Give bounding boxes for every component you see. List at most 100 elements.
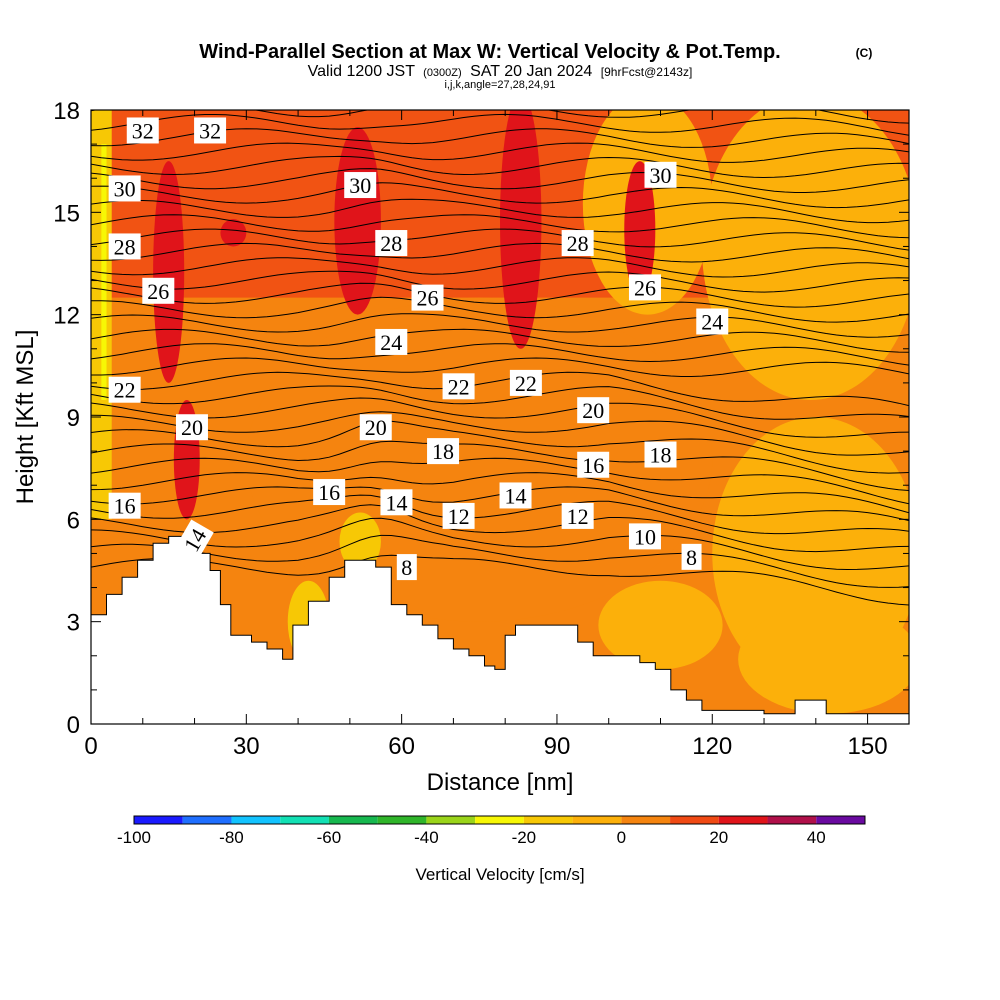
theta-contour-label-text: 30 — [349, 173, 371, 198]
theta-contour-line — [91, 296, 909, 323]
theta-contour-line — [91, 228, 909, 251]
theta-contour-label-text: 22 — [448, 374, 470, 399]
theta-contour-line — [91, 242, 909, 263]
theta-contour-label-text: 12 — [567, 504, 589, 529]
theta-contour-line — [91, 313, 909, 338]
theta-contour-line — [91, 494, 909, 535]
theta-contour-label: 26 — [628, 274, 661, 301]
downdraft-pocket — [339, 512, 381, 571]
theta-contour-line — [91, 328, 909, 353]
theta-contour-label-text: 10 — [634, 524, 656, 549]
weak-lift-region — [598, 580, 723, 670]
theta-contour-label-text: 16 — [114, 494, 136, 519]
theta-contour-line — [91, 371, 909, 407]
theta-contour-label: 26 — [142, 277, 175, 304]
theta-contour-line — [91, 128, 909, 148]
theta-contour-label-text: 28 — [114, 234, 136, 259]
colorbar-swatch — [328, 816, 378, 824]
theta-contour-line — [91, 357, 909, 377]
theta-contour-label-text: 28 — [380, 231, 402, 256]
theta-contour-label: 20 — [175, 414, 208, 441]
subtitle-valid: Valid 1200 JST — [308, 63, 416, 80]
x-tick-label: 60 — [388, 733, 415, 760]
theta-contour-line — [91, 282, 909, 308]
theta-contour-line — [91, 420, 909, 474]
colorbar-swatch — [231, 816, 281, 824]
colorbar-tick-label: 40 — [807, 828, 826, 847]
updraft-core — [153, 161, 185, 383]
theta-contour-label: 22 — [509, 369, 542, 396]
x-tick-label: 30 — [233, 733, 260, 760]
theta-contour-label-text: 28 — [567, 231, 589, 256]
theta-contour-label: 10 — [628, 523, 661, 550]
x-axis-label: Distance [nm] — [427, 769, 574, 796]
colorbar-swatch — [182, 816, 232, 824]
theta-contour-line — [91, 100, 909, 108]
theta-contour-label: 30 — [344, 172, 377, 199]
x-tick-label: 0 — [84, 733, 97, 760]
y-tick-label: 0 — [67, 712, 80, 739]
theta-contour-line — [91, 397, 909, 438]
theta-contour-label: 16 — [313, 479, 346, 506]
theta-contour-label: 22 — [108, 376, 141, 403]
theta-contour-label-text: 18 — [432, 439, 454, 464]
theta-contour-label-text: 26 — [417, 286, 439, 311]
theta-contour-label-text: 32 — [132, 118, 154, 143]
downdraft-edge — [101, 144, 107, 400]
colorbar-tick-label: 20 — [709, 828, 728, 847]
theta-contour-label: 30 — [108, 175, 141, 202]
colorbar-label: Vertical Velocity [cm/s] — [415, 865, 584, 884]
colorbar-swatch — [523, 816, 573, 824]
plot-area — [91, 100, 909, 724]
theta-contour-label: 24 — [375, 328, 408, 355]
theta-contour-label: 24 — [696, 308, 729, 335]
theta-contour-label-text: 24 — [701, 309, 723, 334]
x-tick-label: 120 — [692, 733, 732, 760]
colorbar-tick-label: -60 — [317, 828, 342, 847]
theta-contour-label-text: 20 — [365, 415, 387, 440]
theta-contour-label: 14 — [499, 482, 532, 509]
theta-contour-label: 30 — [644, 161, 677, 188]
colorbar-swatch — [426, 816, 476, 824]
theta-contour-line — [91, 554, 909, 606]
chart-indices: i,j,k,angle=27,28,24,91 — [444, 79, 555, 91]
colorbar-tick-label: -40 — [414, 828, 439, 847]
theta-contour-label: 12 — [561, 502, 594, 529]
y-axis-label: Height [Kft MSL] — [12, 330, 39, 505]
theta-contour-label-text: 12 — [448, 504, 470, 529]
weak-lift-region — [701, 110, 909, 400]
theta-contour-label-text: 30 — [649, 163, 671, 188]
colorbar-swatch — [621, 816, 671, 824]
theta-contour-line — [91, 440, 909, 491]
theta-contour-label: 8 — [396, 554, 417, 581]
y-tick-label: 15 — [53, 200, 80, 227]
theta-contour-line — [91, 504, 909, 553]
theta-contour-label-text: 32 — [199, 118, 221, 143]
weak-lift-region — [738, 604, 909, 714]
theta-contour-line — [91, 142, 909, 163]
theta-contour-line — [91, 343, 909, 366]
colorbar-tick-label: -80 — [219, 828, 244, 847]
theta-contour-label-text: 8 — [401, 555, 412, 580]
theta-contour-line — [91, 214, 909, 239]
theta-contour-label-text: 18 — [649, 443, 671, 468]
theta-contour-label-text: 22 — [515, 371, 537, 396]
theta-contour-label-text: 24 — [380, 330, 402, 355]
theta-contour-line — [91, 168, 909, 193]
theta-contour-line — [91, 385, 909, 420]
theta-contour-line — [91, 270, 909, 293]
theta-contour-line — [91, 113, 909, 136]
colorbar-swatch — [134, 816, 183, 824]
theta-contour-label: 12 — [442, 502, 475, 529]
theta-contour-label-text: 14 — [505, 483, 527, 508]
x-axis: 0 30 60 90 120 150 — [84, 110, 888, 760]
theta-contour-label: 26 — [411, 284, 444, 311]
colorbar-tick-label: -20 — [512, 828, 537, 847]
x-tick-label: 150 — [848, 733, 888, 760]
updraft-core — [220, 219, 247, 247]
theta-contour-label: 8 — [681, 543, 702, 570]
chart-title: Wind-Parallel Section at Max W: Vertical… — [199, 41, 780, 63]
theta-contour-label: 32 — [194, 117, 227, 144]
updraft-core — [334, 127, 381, 315]
x-tick-label: 90 — [544, 733, 571, 760]
